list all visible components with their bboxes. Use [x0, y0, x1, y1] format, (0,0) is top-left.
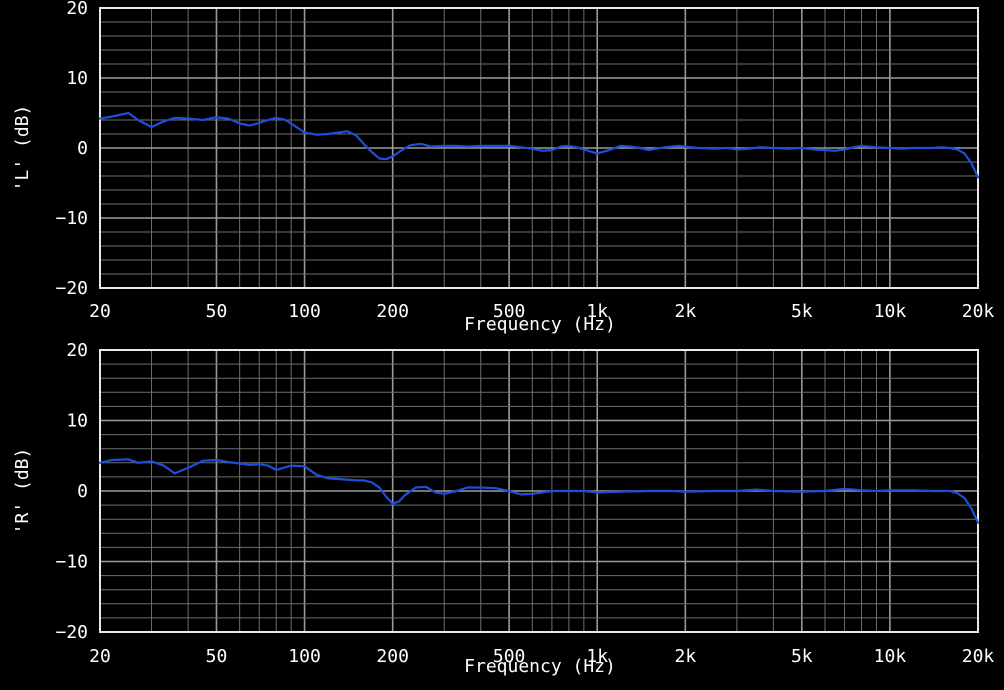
x-tick-label: 20 [89, 646, 111, 667]
x-tick-label: 10k [874, 301, 907, 322]
x-axis-title: Frequency (Hz) [464, 314, 616, 335]
series-line [98, 458, 980, 524]
x-tick-label: 5k [791, 646, 813, 667]
x-tick-label: 500 [493, 646, 526, 667]
y-tick-label: 20 [66, 340, 88, 361]
x-tick-label: 2k [674, 301, 696, 322]
grid [99, 349, 979, 633]
x-tick-label: 100 [288, 301, 321, 322]
y-tick-label: 10 [66, 411, 88, 432]
y-tick-label: 0 [77, 481, 88, 502]
x-tick-label: 1k [586, 646, 608, 667]
y-tick-label: 20 [66, 0, 88, 19]
y-tick-label: 0 [77, 138, 88, 159]
x-tick-label: 50 [206, 646, 228, 667]
x-tick-label: 200 [376, 646, 409, 667]
x-axis-title: Frequency (Hz) [464, 656, 616, 677]
x-tick-label: 100 [288, 646, 321, 667]
y-tick-label: 10 [66, 68, 88, 89]
x-tick-label: 20 [89, 301, 111, 322]
x-tick-label: 50 [206, 301, 228, 322]
y-tick-label: −10 [55, 208, 88, 229]
x-tick-label: 1k [586, 301, 608, 322]
grid [99, 7, 979, 289]
x-tick-label: 2k [674, 646, 696, 667]
x-tick-label: 20k [962, 301, 995, 322]
x-tick-label: 20k [962, 646, 995, 667]
y-tick-label: −20 [55, 278, 88, 299]
y-axis-title: 'R' (dB) [12, 448, 33, 535]
plot-frame [99, 7, 979, 289]
x-tick-label: 500 [493, 301, 526, 322]
series-line [98, 111, 980, 179]
x-tick-label: 5k [791, 301, 813, 322]
plot-frame [99, 349, 979, 633]
x-tick-label: 10k [874, 646, 907, 667]
x-tick-label: 200 [376, 301, 409, 322]
y-axis-title: 'L' (dB) [12, 105, 33, 192]
y-tick-label: −10 [55, 552, 88, 573]
y-tick-label: −20 [55, 622, 88, 643]
